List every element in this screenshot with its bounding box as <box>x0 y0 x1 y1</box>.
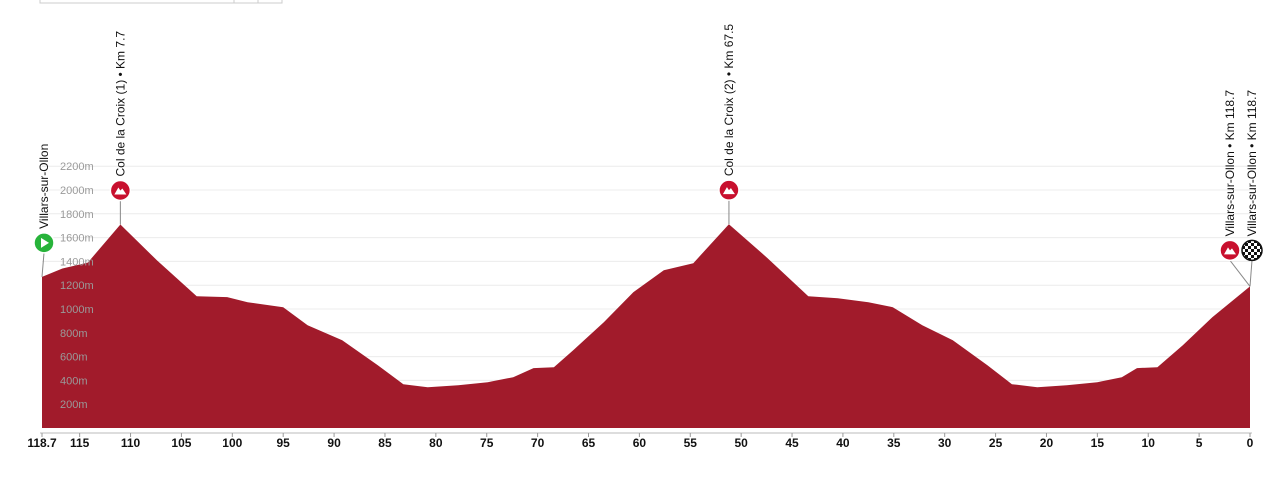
x-tick-label: 40 <box>836 436 850 450</box>
x-tick-label: 5 <box>1196 436 1203 450</box>
x-tick-label: 118.7 <box>27 436 57 450</box>
route-marker: Villars-sur-Ollon • Km 118.7 <box>1219 90 1251 287</box>
start-icon <box>41 237 49 248</box>
y-tick-label: 2200m <box>60 161 94 173</box>
x-tick-label: 10 <box>1142 436 1156 450</box>
x-tick-label: 70 <box>531 436 545 450</box>
route-marker: Col de la Croix (1) • Km 7.7 <box>109 31 132 225</box>
x-tick-label: 25 <box>989 436 1003 450</box>
route-marker: Col de la Croix (2) • Km 67.5 <box>718 24 740 225</box>
marker-stem <box>1249 260 1253 287</box>
x-tick-label: 115 <box>70 436 90 450</box>
x-tick-label: 100 <box>222 436 242 450</box>
y-tick-label: 1400m <box>60 256 94 268</box>
x-tick-label: 90 <box>327 436 341 450</box>
y-tick-label: 400m <box>60 375 88 387</box>
x-tick-label: 105 <box>171 436 191 450</box>
climb-icon <box>722 187 735 195</box>
y-tick-label: 2000m <box>60 185 94 197</box>
route-marker: Villars-sur-Ollon • Km 118.7 <box>1241 90 1263 287</box>
y-tick-label: 1000m <box>60 304 94 316</box>
x-tick-label: 60 <box>633 436 647 450</box>
marker-stem <box>1229 260 1251 287</box>
marker-label: Villars-sur-Ollon • Km 118.7 <box>1245 90 1259 237</box>
climb-icon <box>114 187 127 195</box>
y-tick-label: 1600m <box>60 233 94 245</box>
elevation-area <box>42 224 1250 428</box>
y-tick-label: 800m <box>60 328 88 340</box>
marker-label: Villars-sur-Ollon <box>37 144 51 229</box>
x-tick-label: 15 <box>1091 436 1105 450</box>
y-tick-label: 1200m <box>60 280 94 292</box>
marker-stem <box>41 252 45 277</box>
y-tick-label: 200m <box>60 399 88 411</box>
x-tick-label: 35 <box>887 436 901 450</box>
x-tick-label: 75 <box>480 436 494 450</box>
x-tick-label: 95 <box>277 436 291 450</box>
x-tick-label: 45 <box>785 436 799 450</box>
x-tick-label: 80 <box>429 436 443 450</box>
x-tick-label: 0 <box>1247 436 1254 450</box>
marker-label: Col de la Croix (2) • Km 67.5 <box>722 24 736 177</box>
y-tick-label: 1800m <box>60 209 94 221</box>
toolbar[interactable] <box>39 0 283 4</box>
marker-label: Villars-sur-Ollon • Km 118.7 <box>1223 90 1237 237</box>
marker-label: Col de la Croix (1) • Km 7.7 <box>113 31 127 177</box>
x-tick-label: 85 <box>378 436 392 450</box>
x-tick-label: 55 <box>684 436 698 450</box>
marker-icon <box>1241 239 1263 262</box>
x-tick-label: 50 <box>734 436 748 450</box>
climb-icon <box>1224 247 1236 255</box>
y-tick-label: 600m <box>60 352 88 364</box>
route-marker: Villars-sur-Ollon <box>33 144 55 277</box>
x-tick-label: 65 <box>582 436 596 450</box>
x-tick-label: 20 <box>1040 436 1054 450</box>
x-tick-label: 30 <box>938 436 952 450</box>
x-tick-label: 110 <box>121 436 141 450</box>
